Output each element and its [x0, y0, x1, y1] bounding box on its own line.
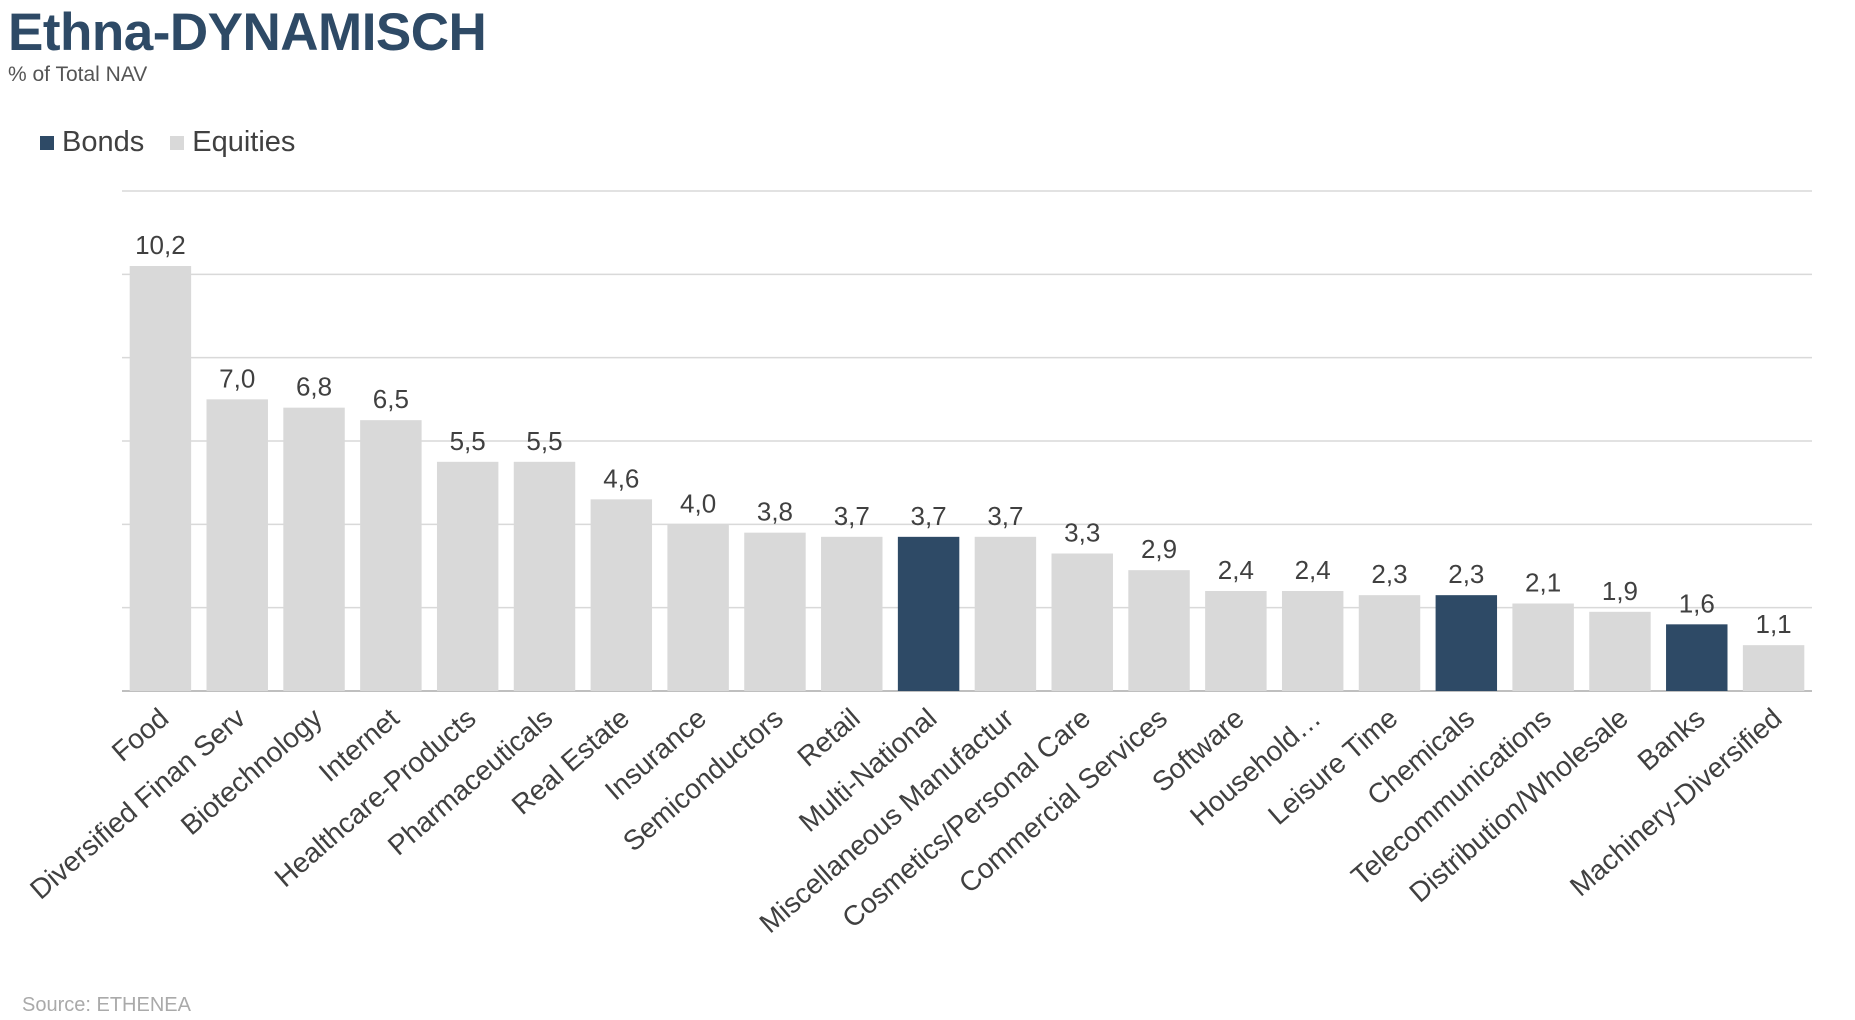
data-label: 2,1	[1525, 568, 1561, 598]
data-label: 3,7	[834, 501, 870, 531]
bar-equities	[436, 461, 499, 691]
bar-equities	[1589, 611, 1651, 691]
bar-equities	[1281, 591, 1344, 691]
data-label: 2,4	[1218, 555, 1254, 585]
data-label: 3,8	[757, 497, 793, 527]
bar-equities	[974, 536, 1037, 691]
data-label: 10,2	[135, 230, 186, 260]
bar-bonds	[1435, 595, 1498, 691]
bar-equities	[129, 266, 192, 691]
source-note: Source: ETHENEA	[22, 994, 191, 1016]
bar-equities	[513, 461, 576, 691]
data-label: 3,7	[987, 501, 1023, 531]
data-label: 3,3	[1064, 518, 1100, 548]
data-label: 2,9	[1141, 534, 1177, 564]
category-label: Food	[106, 702, 175, 767]
legend-label-bonds: Bonds	[62, 126, 145, 158]
bar-bonds	[1666, 624, 1728, 691]
bar-equities	[206, 399, 268, 691]
bar-equities	[1512, 603, 1574, 691]
bar-equities	[1128, 570, 1190, 691]
data-label: 1,1	[1756, 609, 1792, 639]
bar-equities	[1358, 595, 1421, 691]
data-label: 7,0	[219, 363, 255, 393]
chart-title: Ethna-DYNAMISCH	[8, 3, 487, 62]
bars	[129, 266, 1805, 691]
bar-equities	[360, 420, 422, 691]
data-label: 1,9	[1602, 576, 1638, 606]
data-label: 4,0	[680, 488, 716, 518]
bar-bonds	[897, 536, 960, 691]
bar-equities	[821, 536, 883, 691]
data-label: 2,4	[1295, 555, 1331, 585]
bar-equities	[1205, 591, 1267, 691]
bar-equities	[590, 499, 653, 691]
bar-equities	[744, 532, 806, 691]
data-label: 3,7	[911, 501, 947, 531]
data-label: 5,5	[450, 426, 486, 456]
bar-equities	[667, 524, 729, 691]
data-label: 4,6	[603, 463, 639, 493]
legend-item-bonds: Bonds	[40, 126, 144, 159]
category-label: Household…	[1184, 702, 1327, 832]
legend: Bonds Equities	[40, 126, 321, 159]
bar-equities	[283, 407, 345, 691]
legend-swatch-equities	[170, 135, 185, 150]
data-label: 1,6	[1679, 588, 1715, 618]
data-label: 2,3	[1448, 559, 1484, 589]
data-label: 6,8	[296, 372, 332, 402]
value-labels: 10,2 7,0 6,8 6,5 5,5 5,5 4,6 4,0 3,8 3,7 3,7 3,7 3,3…	[135, 230, 1792, 639]
legend-swatch-bonds	[40, 135, 54, 150]
legend-item-equities: Equities	[170, 126, 295, 159]
data-label: 6,5	[373, 384, 409, 414]
bar-equities	[1051, 553, 1113, 691]
chart-subtitle: % of Total NAV	[8, 63, 148, 86]
data-label: 5,5	[526, 426, 562, 456]
data-label: 2,3	[1371, 559, 1407, 589]
bar-equities	[1742, 645, 1805, 691]
legend-label-equities: Equities	[192, 126, 296, 158]
